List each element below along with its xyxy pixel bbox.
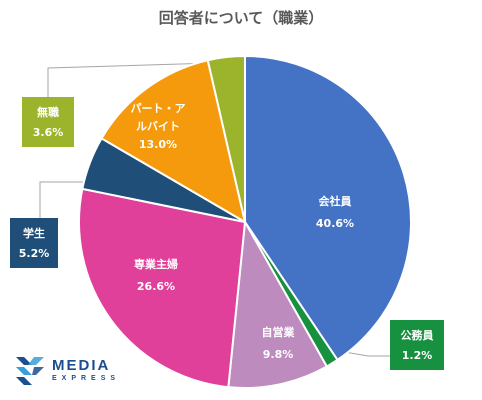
pie-slice [78,187,247,389]
slice-value-label: 26.6% [137,280,175,293]
chart-title: 回答者について（職業） [159,9,324,27]
logo-sub-text: EXPRESS [52,375,121,382]
slice-category-label: 公務員 [401,328,434,342]
slice-value-label: 40.6% [316,217,354,230]
leader-line [47,62,215,97]
pie-slice [244,54,412,362]
logo-main-text: MEDIA [52,357,111,374]
slice-labels: 会社員 40.6% 公務員 1.2% 自営業 9.8% 専業主婦 26.6% 学生 5.2% パート… [10,97,444,370]
pie-slice [206,54,246,223]
slice-value-label: 9.8% [263,348,294,361]
slice-category-label: 自営業 [262,325,296,339]
pie-slice [100,59,247,225]
slice-label-box [22,97,74,147]
slice-category-label: ルバイト [136,120,180,133]
slice-category-label: パート・ア [131,102,186,115]
slice-category-label: 会社員 [319,194,352,208]
slice-value-label: 3.6% [33,126,64,139]
leader-line [39,181,90,218]
pie-slices [78,54,412,389]
media-express-logo-icon [16,357,44,385]
slice-category-label: 専業主婦 [134,257,178,271]
slice-value-label: 13.0% [139,138,177,151]
slice-value-label: 1.2% [402,349,433,362]
slice-label-box [390,320,444,370]
media-express-logo: MEDIA EXPRESS [14,352,120,388]
slice-value-label: 5.2% [19,247,50,260]
slice-category-label: 学生 [23,226,45,240]
slice-category-label: 無職 [37,105,59,119]
pie-slice [227,218,329,389]
slice-label-box [10,218,58,268]
